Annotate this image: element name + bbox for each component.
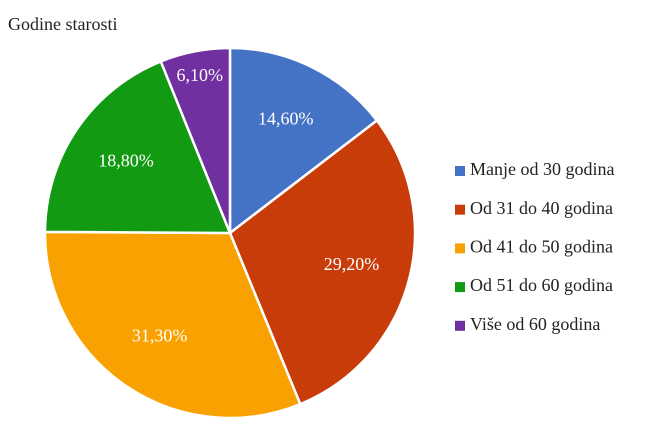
- legend-label: Od 51 do 60 godina: [470, 275, 613, 295]
- legend-label: Od 31 do 40 godina: [470, 198, 613, 218]
- pie-slice: [43, 59, 232, 235]
- pie-slice: [228, 118, 417, 406]
- legend-swatch: [455, 166, 465, 176]
- data-label: 6,10%: [176, 65, 223, 85]
- pie-slice: [228, 46, 379, 236]
- chart-title: Godine starosti: [8, 14, 118, 34]
- legend-label: Od 41 do 50 godina: [470, 237, 613, 257]
- legend-swatch: [455, 320, 465, 331]
- legend-swatch: [455, 204, 465, 215]
- data-label: 31,30%: [132, 325, 188, 345]
- pie-slice: [43, 230, 302, 420]
- data-label: 18,80%: [98, 150, 154, 170]
- legend-swatch: [455, 282, 465, 293]
- data-label: 29,20%: [324, 254, 380, 274]
- data-label: 14,60%: [258, 108, 314, 128]
- legend-label: Manje od 30 godina: [470, 159, 614, 179]
- pie-slice: [159, 46, 232, 234]
- legend-swatch: [455, 243, 465, 254]
- legend-label: Više od 60 godina: [470, 314, 600, 334]
